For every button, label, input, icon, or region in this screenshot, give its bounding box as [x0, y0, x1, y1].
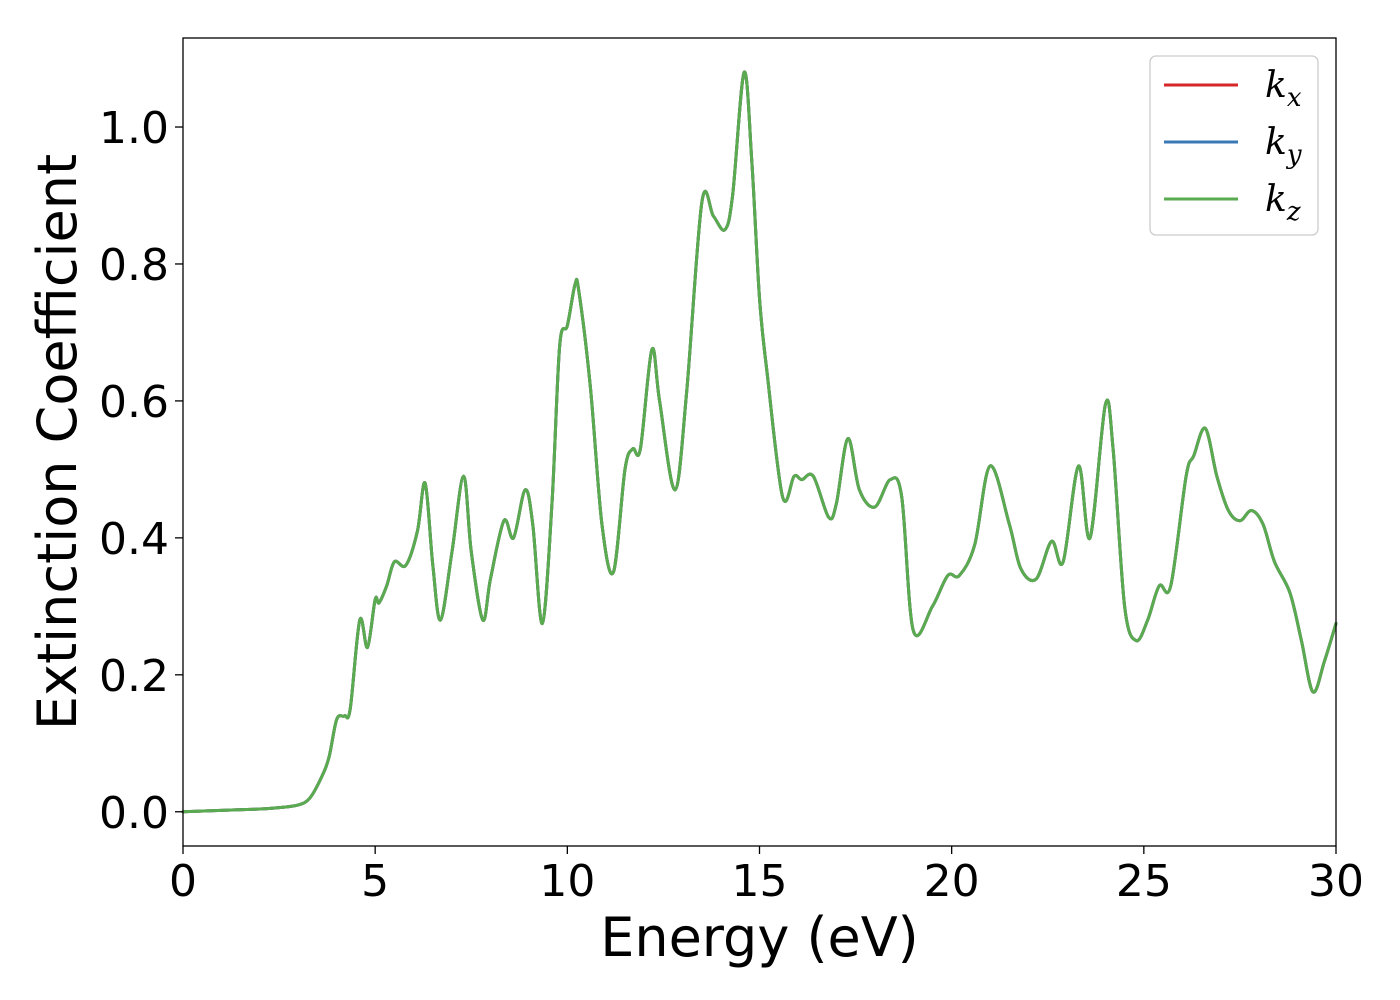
- x-tick-label: 15: [732, 856, 788, 907]
- x-tick-label: 25: [1116, 856, 1172, 907]
- y-tick-label: 0.8: [99, 240, 169, 291]
- x-tick-label: 20: [924, 856, 980, 907]
- legend-label-kz: kz: [1265, 179, 1301, 227]
- y-tick-label: 1.0: [99, 103, 169, 154]
- legend-box: [1149, 55, 1319, 236]
- x-tick-label: 0: [169, 856, 197, 907]
- x-axis-label: Energy (eV): [600, 906, 919, 969]
- series-line-kz: [181, 70, 1338, 814]
- x-tick-label: 30: [1308, 856, 1364, 907]
- y-tick-label: 0.4: [99, 514, 169, 565]
- x-tick-label: 5: [361, 856, 389, 907]
- y-tick-label: 0.2: [99, 651, 169, 702]
- legend-label-kx: kx: [1265, 65, 1302, 113]
- y-tick-label: 0.6: [99, 377, 169, 428]
- legend: kx ky kz: [1149, 55, 1319, 236]
- y-tick-label: 0.0: [99, 788, 169, 839]
- y-axis-label: Extinction Coefficient: [26, 154, 89, 730]
- y-axis: 0.0 0.2 0.4 0.6 0.8 1.0: [99, 103, 183, 839]
- legend-label-ky: ky: [1265, 122, 1302, 170]
- x-tick-label: 10: [539, 856, 595, 907]
- series-layer: [181, 70, 1338, 814]
- x-axis: 0 5 10 15 20 25 30: [169, 846, 1364, 907]
